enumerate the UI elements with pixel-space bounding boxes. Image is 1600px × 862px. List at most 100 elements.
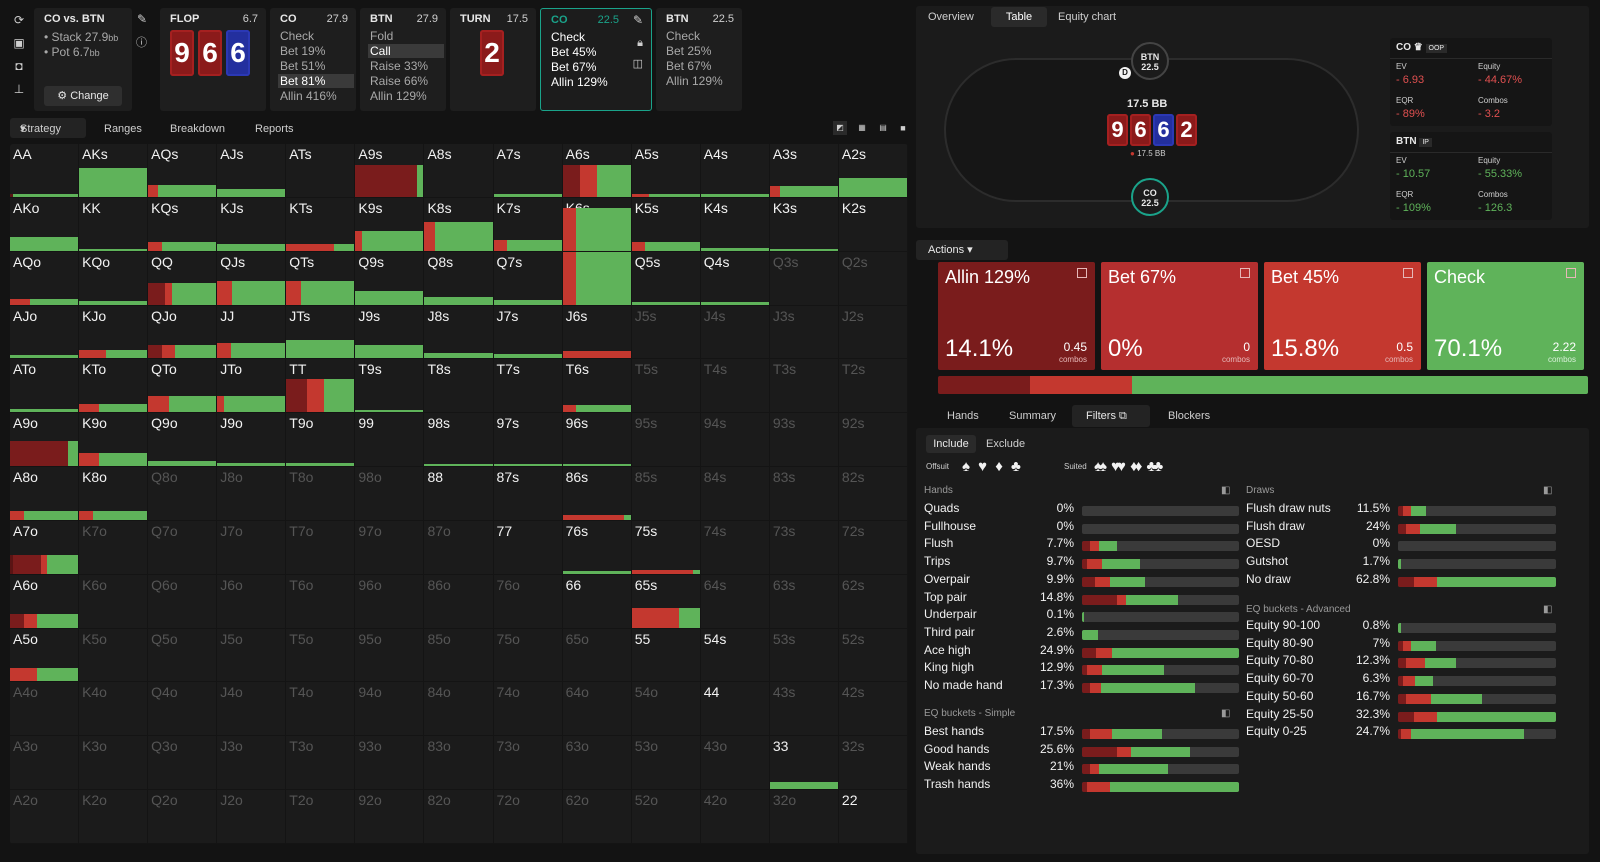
- hand-cell-A8s[interactable]: A8s: [424, 144, 494, 198]
- action-option-selected[interactable]: Bet 81%: [278, 74, 354, 88]
- hand-cell-A6o[interactable]: A6o: [10, 574, 80, 629]
- hand-cell-KK[interactable]: KK: [79, 197, 149, 252]
- hand-cell-A4o[interactable]: A4o: [10, 682, 80, 737]
- hand-cell-A9s[interactable]: A9s: [355, 144, 425, 198]
- hand-cell-K6o[interactable]: K6o: [79, 574, 149, 629]
- hand-cell-63o[interactable]: 63o: [562, 736, 632, 791]
- btn-next-card[interactable]: BTN 22.5 Check Bet 25% Bet 67% Allin 129…: [656, 8, 742, 111]
- co-active-card[interactable]: CO 22.5 Check Bet 45% Bet 67% Allin 129%…: [540, 8, 652, 111]
- action-option[interactable]: Allin 129%: [370, 89, 427, 103]
- hand-cell-52o[interactable]: 52o: [631, 790, 701, 844]
- hand-cell-K2o[interactable]: K2o: [79, 790, 149, 844]
- pencil-icon[interactable]: ✎: [632, 13, 643, 27]
- hand-cell-75o[interactable]: 75o: [493, 628, 563, 683]
- filter-row[interactable]: Good hands 25.6%: [924, 742, 1239, 759]
- hand-cell-JTs[interactable]: JTs: [286, 305, 356, 360]
- hand-cell-64s[interactable]: 64s: [700, 574, 770, 629]
- hand-cell-53o[interactable]: 53o: [631, 736, 701, 791]
- collapse-icon[interactable]: ◧: [1543, 485, 1553, 496]
- hand-cell-33[interactable]: 33: [769, 736, 839, 791]
- refresh-icon[interactable]: ⟳: [13, 13, 25, 27]
- hand-cell-T3s[interactable]: T3s: [769, 359, 839, 414]
- include-toggle[interactable]: Include: [926, 435, 976, 453]
- hand-cell-T2o[interactable]: T2o: [286, 790, 356, 844]
- hand-cell-J9s[interactable]: J9s: [355, 305, 425, 360]
- hand-cell-22[interactable]: 22: [838, 790, 908, 844]
- view-compact-icon[interactable]: ◩: [833, 121, 847, 135]
- hand-cell-84o[interactable]: 84o: [424, 682, 494, 737]
- action-option[interactable]: Bet 25%: [666, 44, 712, 58]
- hand-cell-K3o[interactable]: K3o: [79, 736, 149, 791]
- hand-cell-QJo[interactable]: QJo: [148, 305, 218, 360]
- action-option[interactable]: Bet 67%: [551, 60, 597, 74]
- hand-cell-77[interactable]: 77: [493, 520, 563, 575]
- hand-cell-95o[interactable]: 95o: [355, 628, 425, 683]
- filter-row[interactable]: Trips 9.7%: [924, 554, 1239, 571]
- hand-cell-T5s[interactable]: T5s: [631, 359, 701, 414]
- hand-cell-KQs[interactable]: KQs: [148, 197, 218, 252]
- hand-cell-J4s[interactable]: J4s: [700, 305, 770, 360]
- hand-cell-T7o[interactable]: T7o: [286, 520, 356, 575]
- hand-cell-T4s[interactable]: T4s: [700, 359, 770, 414]
- hand-cell-ATo[interactable]: ATo: [10, 359, 80, 414]
- hand-cell-J3s[interactable]: J3s: [769, 305, 839, 360]
- collapse-icon[interactable]: ◧: [1221, 485, 1231, 496]
- hand-cell-T8s[interactable]: T8s: [424, 359, 494, 414]
- hand-cell-J7s[interactable]: J7s: [493, 305, 563, 360]
- collapse-icon[interactable]: ◧: [1221, 708, 1231, 719]
- action-option[interactable]: Bet 19%: [280, 44, 326, 58]
- hand-cell-Q5o[interactable]: Q5o: [148, 628, 218, 683]
- hand-cell-74o[interactable]: 74o: [493, 682, 563, 737]
- hand-cell-AJs[interactable]: AJs: [217, 144, 287, 198]
- hand-cell-ATs[interactable]: ATs: [286, 144, 356, 198]
- action-bet67[interactable]: Bet 67% 0% 0 combos: [1101, 262, 1258, 370]
- action-option[interactable]: Raise 66%: [370, 74, 429, 88]
- hand-cell-75s[interactable]: 75s: [631, 520, 701, 575]
- hand-cell-Q3s[interactable]: Q3s: [769, 251, 839, 306]
- tab-equity-chart[interactable]: Equity chart: [1058, 11, 1117, 23]
- filter-row[interactable]: Fullhouse 0%: [924, 519, 1239, 536]
- hand-cell-J8s[interactable]: J8s: [424, 305, 494, 360]
- hand-cell-A3o[interactable]: A3o: [10, 736, 80, 791]
- hand-cell-J3o[interactable]: J3o: [217, 736, 287, 791]
- hand-cell-87s[interactable]: 87s: [493, 467, 563, 521]
- tab-hands[interactable]: Hands: [947, 410, 979, 422]
- hand-cell-K7s[interactable]: K7s: [493, 197, 563, 252]
- action-option[interactable]: Check: [280, 29, 315, 43]
- hand-cell-K3s[interactable]: K3s: [769, 197, 839, 252]
- hand-cell-T9s[interactable]: T9s: [355, 359, 425, 414]
- expand-icon[interactable]: [1240, 268, 1250, 278]
- co-seat[interactable]: CO 22.5: [1131, 178, 1169, 216]
- gamepad-icon[interactable]: ◘: [15, 59, 23, 73]
- hand-cell-84s[interactable]: 84s: [700, 467, 770, 521]
- hand-cell-96s[interactable]: 96s: [562, 413, 632, 468]
- hand-cell-42s[interactable]: 42s: [838, 682, 908, 737]
- hand-cell-63s[interactable]: 63s: [769, 574, 839, 629]
- hand-cell-92s[interactable]: 92s: [838, 413, 908, 468]
- filter-row[interactable]: Top pair 14.8%: [924, 590, 1239, 607]
- hand-cell-Q6o[interactable]: Q6o: [148, 574, 218, 629]
- hand-cell-J5o[interactable]: J5o: [217, 628, 287, 683]
- hand-cell-J6s[interactable]: J6s: [562, 305, 632, 360]
- action-option-selected[interactable]: Call: [368, 44, 444, 58]
- action-check[interactable]: Check 70.1% 2.22 combos: [1427, 262, 1584, 370]
- hand-cell-85s[interactable]: 85s: [631, 467, 701, 521]
- hand-cell-J4o[interactable]: J4o: [217, 682, 287, 737]
- hand-cell-A7s[interactable]: A7s: [493, 144, 563, 198]
- filter-row[interactable]: Trash hands 36%: [924, 777, 1239, 794]
- hand-cell-Q4s[interactable]: Q4s: [700, 251, 770, 306]
- hand-cell-QQ[interactable]: QQ: [148, 251, 218, 306]
- hand-cell-A7o[interactable]: A7o: [10, 520, 80, 575]
- hand-cell-Q8s[interactable]: Q8s: [424, 251, 494, 306]
- hand-cell-83o[interactable]: 83o: [424, 736, 494, 791]
- filter-row[interactable]: King high 12.9%: [924, 660, 1239, 677]
- hand-cell-K9s[interactable]: K9s: [355, 197, 425, 252]
- tree-icon[interactable]: ⊥: [13, 82, 25, 96]
- hand-cell-94o[interactable]: 94o: [355, 682, 425, 737]
- hand-cell-Q2o[interactable]: Q2o: [148, 790, 218, 844]
- hand-cell-KJo[interactable]: KJo: [79, 305, 149, 360]
- filter-row[interactable]: Equity 70-80 12.3%: [1246, 653, 1556, 670]
- hand-cell-Q6s[interactable]: Q6s: [562, 251, 632, 306]
- hand-cell-53s[interactable]: 53s: [769, 628, 839, 683]
- hand-cell-Q9s[interactable]: Q9s: [355, 251, 425, 306]
